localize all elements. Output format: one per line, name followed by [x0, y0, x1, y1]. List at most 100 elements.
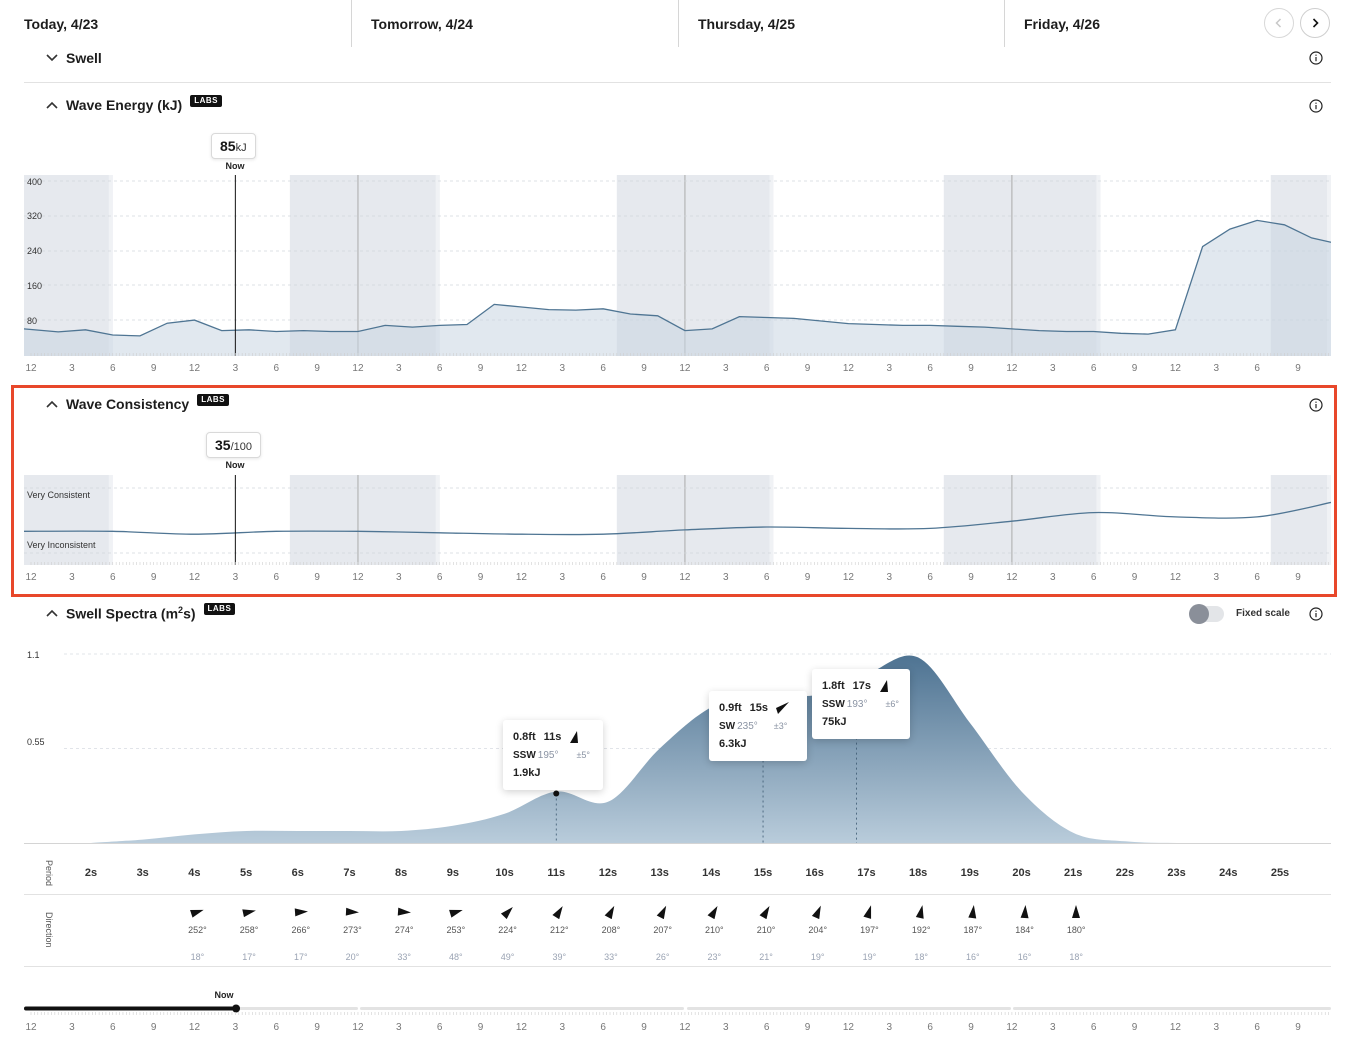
twilight-band [108, 475, 113, 565]
wave-consistency-section-toggle[interactable]: Wave Consistency LABS [46, 394, 229, 412]
direction-column: 180° 18° [1056, 905, 1096, 962]
hour-tick-label: 3 [559, 1022, 566, 1033]
wave-consistency-now-unit: /100 [230, 441, 252, 453]
fixed-scale-toggle[interactable] [1189, 604, 1224, 624]
prev-day-button[interactable] [1264, 8, 1294, 38]
hour-tick-label: 9 [804, 1022, 811, 1033]
period-label: 3s [136, 867, 149, 879]
period-label: 18s [908, 867, 928, 879]
hour-tick-label: 6 [109, 1022, 116, 1033]
swell-direction-icon [915, 905, 924, 919]
peak-spread: ±5° [576, 750, 591, 760]
direction-degrees: 208° [601, 925, 621, 935]
hour-tick-label: 6 [1090, 572, 1097, 583]
period-label: 11s [547, 867, 566, 879]
hour-tick-label: 6 [1090, 363, 1097, 374]
hour-tick-label: 3 [232, 363, 239, 374]
swell-spectra-title-main: Swell Spectra (m [66, 605, 179, 622]
period-label: 25s [1270, 867, 1290, 879]
peak-energy: 1.9kJ [513, 767, 541, 779]
twilight-band [435, 175, 440, 356]
hour-tick-label: 12 [352, 1022, 364, 1033]
hour-tick-label: 9 [314, 572, 320, 583]
period-label: 2s [84, 867, 98, 879]
wave-energy-section-toggle[interactable]: Wave Energy (kJ) LABS [46, 95, 222, 113]
hour-tick-label: 6 [1254, 1022, 1260, 1033]
period-row: 2s 3s 4s 5s 6s 7s 8s 9s 10s 11s 12s 13s 14s 15s 16s 17s… [0, 867, 1345, 883]
info-icon[interactable] [1309, 51, 1323, 65]
period-label: 22s [1115, 867, 1135, 879]
spectra-peak-tooltip: 0.8ft 11s SSW 195° ±5° 1.9kJ [503, 720, 603, 790]
timeline-now-label: Now [214, 990, 234, 1000]
hour-tick-label: 3 [723, 572, 729, 583]
y-tick-label: 240 [27, 246, 43, 256]
day-header-today[interactable]: Today, 4/23 [24, 15, 99, 32]
next-day-button[interactable] [1300, 8, 1330, 38]
swell-direction-icon [863, 905, 872, 919]
wave-consistency-chart[interactable] [24, 475, 1331, 565]
swell-direction-icon [570, 731, 579, 743]
spectra-peak-tooltip: 0.9ft 15s SW 235° ±3° 6.3kJ [709, 691, 807, 761]
energy-line [24, 219, 1331, 337]
direction-degrees: 274° [394, 925, 414, 935]
period-label: 17s [857, 867, 876, 879]
twilight-band [1096, 175, 1101, 356]
direction-arrow [448, 909, 463, 918]
hour-tick-label: 6 [600, 572, 606, 583]
info-icon[interactable] [1309, 99, 1323, 113]
hour-tick-label: 3 [396, 1022, 402, 1033]
hour-tick-label: 12 [515, 1022, 527, 1033]
hour-tick-label: 9 [641, 363, 647, 374]
hour-tick-label: 6 [600, 1022, 606, 1033]
night-band [943, 175, 1101, 356]
timeline-scrubber[interactable] [24, 1000, 1331, 1016]
hour-tick-label: 3 [396, 572, 402, 583]
period-label: 6s [291, 867, 304, 879]
hour-tick-label: 3 [232, 1022, 239, 1033]
night-band [1270, 475, 1331, 565]
swell-direction-icon [707, 905, 718, 919]
hour-tick-label: 9 [641, 1022, 647, 1033]
day-header-friday[interactable]: Friday, 4/26 [1024, 15, 1101, 32]
hour-tick-label: 9 [1295, 363, 1301, 374]
direction-arrow [915, 905, 924, 919]
period-label: 23s [1167, 867, 1186, 879]
hour-tick-label: 6 [763, 363, 770, 374]
swell-direction-icon [811, 905, 821, 919]
very-consistent-label: Very Consistent [27, 490, 91, 500]
direction-degrees: 266° [291, 925, 311, 935]
direction-degrees: 210° [756, 925, 776, 935]
hour-tick-label: 6 [927, 572, 933, 583]
swell-section-toggle[interactable]: Swell [46, 50, 102, 66]
day-header-tomorrow[interactable]: Tomorrow, 4/24 [371, 15, 473, 32]
info-icon[interactable] [1309, 607, 1323, 621]
swell-spectra-chart[interactable] [24, 640, 1331, 850]
hour-tick-label: 3 [396, 363, 402, 374]
direction-degrees: 184° [1015, 925, 1034, 935]
chevron-up-icon [46, 610, 58, 617]
swell-spectra-section-toggle[interactable]: Swell Spectra (m2s) LABS [46, 603, 236, 622]
day-divider [678, 0, 679, 47]
direction-column: 266° 17° [281, 905, 321, 962]
direction-column: 208° 33° [591, 905, 631, 962]
hour-tick-label: 6 [436, 572, 443, 583]
wave-energy-chart[interactable] [24, 175, 1331, 356]
hour-tick-label: 6 [927, 1022, 933, 1033]
wave-consistency-now-value: 35/100 [206, 432, 261, 458]
direction-column: 253° 48° [436, 905, 476, 962]
swell-direction-icon [397, 907, 412, 916]
direction-column: 210° 21° [746, 905, 786, 962]
wave-energy-now-unit: kJ [235, 142, 247, 154]
swell-direction-icon [346, 907, 360, 916]
swell-direction-icon [1072, 905, 1081, 918]
hour-tick-label: 6 [436, 363, 443, 374]
hour-tick-label: 3 [723, 363, 729, 374]
period-label: 10s [495, 867, 514, 879]
peak-degrees: 235° [737, 720, 758, 732]
night-band [289, 175, 440, 356]
info-icon[interactable] [1309, 398, 1323, 412]
labs-badge: LABS [197, 394, 229, 406]
direction-column: 184° 16° [1005, 905, 1045, 962]
day-header-thursday[interactable]: Thursday, 4/25 [698, 15, 796, 32]
timeline-handle [232, 1004, 241, 1013]
